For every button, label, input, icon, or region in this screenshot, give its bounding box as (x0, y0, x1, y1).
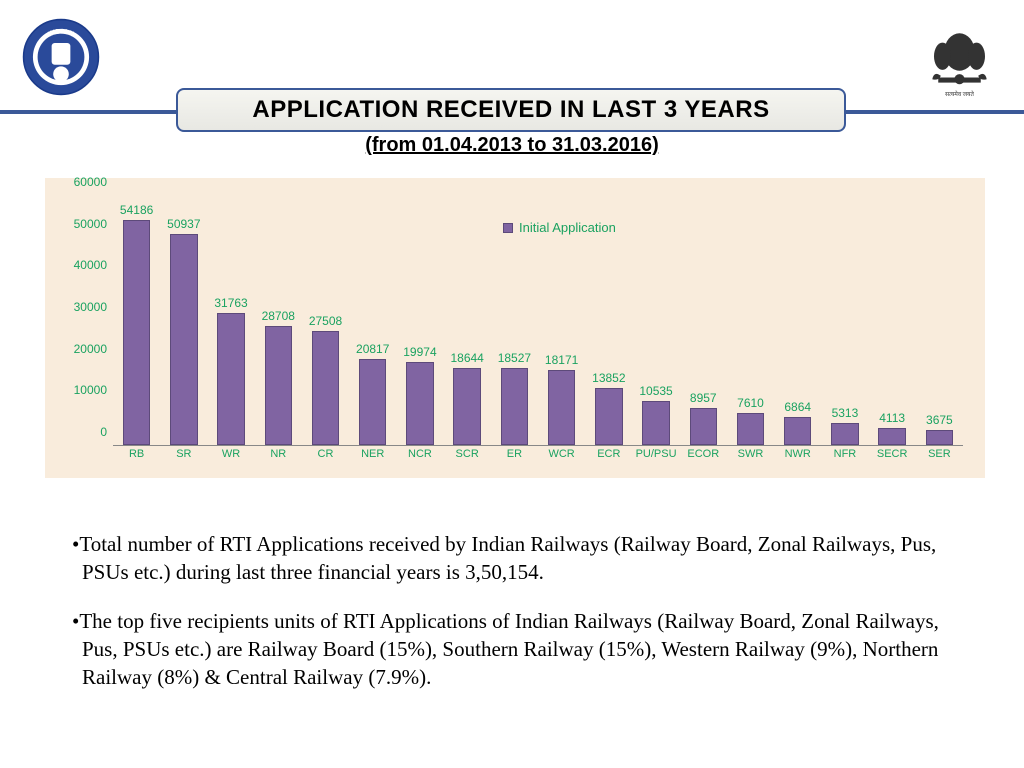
bar-value-label: 28708 (262, 309, 295, 323)
x-tick-label: PU/PSU (636, 448, 677, 460)
x-tick-label: SECR (877, 448, 908, 460)
bar-value-label: 18644 (450, 351, 483, 365)
bar (784, 417, 811, 445)
y-tick: 30000 (74, 300, 107, 314)
bar-value-label: 31763 (214, 296, 247, 310)
bar-value-label: 13852 (592, 371, 625, 385)
y-tick: 10000 (74, 383, 107, 397)
bullet-item: •The top five recipients units of RTI Ap… (72, 607, 962, 692)
bar (312, 331, 339, 445)
x-tick-label: SER (928, 448, 951, 460)
bar-chart: Initial Application 01000020000300004000… (45, 178, 985, 478)
bar (831, 423, 858, 445)
bar (690, 408, 717, 445)
bar-value-label: 10535 (639, 384, 672, 398)
bar (453, 368, 480, 445)
x-tick-label: SCR (456, 448, 479, 460)
bar-value-label: 4113 (879, 411, 905, 425)
x-tick-label: ECR (597, 448, 620, 460)
y-tick: 50000 (74, 217, 107, 231)
bar (737, 413, 764, 445)
bar-value-label: 50937 (167, 217, 200, 231)
bar (926, 430, 953, 445)
y-tick: 20000 (74, 342, 107, 356)
bar (878, 428, 905, 445)
title-box: APPLICATION RECEIVED IN LAST 3 YEARS (176, 88, 846, 132)
bar (359, 359, 386, 445)
bar (642, 401, 669, 445)
x-tick-label: ER (507, 448, 522, 460)
bar (123, 220, 150, 445)
indian-railways-logo: • INDIAN • (22, 18, 100, 96)
bar-value-label: 20817 (356, 342, 389, 356)
x-tick-label: CR (318, 448, 334, 460)
india-emblem-logo: सत्यमेव जयते (917, 18, 1002, 103)
bar (170, 234, 197, 445)
x-axis: RB SR WR NR CR NER NCR SCR ER WCR ECR PU/PSU ECOR SWR… (113, 448, 963, 466)
bar (501, 368, 528, 445)
bar-value-label: 5313 (832, 406, 859, 420)
y-tick: 40000 (74, 258, 107, 272)
plot-area: 54186 50937 31763 28708 27508 20817 19974 18644… (113, 196, 963, 446)
bar (217, 313, 244, 445)
bar-value-label: 3675 (926, 413, 953, 427)
x-tick-label: NFR (834, 448, 857, 460)
bar-value-label: 18171 (545, 353, 578, 367)
page-subtitle: (from 01.04.2013 to 31.03.2016) (0, 134, 1024, 157)
bar-value-label: 7610 (737, 396, 764, 410)
x-tick-label: NWR (785, 448, 811, 460)
x-tick-label: SR (176, 448, 191, 460)
x-tick-label: WR (222, 448, 240, 460)
svg-text:सत्यमेव जयते: सत्यमेव जयते (945, 90, 974, 98)
bar-value-label: 8957 (690, 391, 717, 405)
bullet-list: •Total number of RTI Applications receiv… (72, 530, 962, 712)
bar-value-label: 27508 (309, 314, 342, 328)
bullet-item: •Total number of RTI Applications receiv… (72, 530, 962, 587)
bar-value-label: 54186 (120, 203, 153, 217)
x-tick-label: WCR (548, 448, 574, 460)
x-tick-label: SWR (738, 448, 764, 460)
page-title: APPLICATION RECEIVED IN LAST 3 YEARS (252, 96, 769, 124)
bar-value-label: 19974 (403, 345, 436, 359)
x-tick-label: RB (129, 448, 144, 460)
y-tick: 0 (100, 425, 107, 439)
bar-value-label: 18527 (498, 351, 531, 365)
bar-value-label: 6864 (784, 400, 811, 414)
x-tick-label: NR (270, 448, 286, 460)
x-tick-label: ECOR (687, 448, 719, 460)
bar (595, 388, 622, 445)
x-tick-label: NCR (408, 448, 432, 460)
x-tick-label: NER (361, 448, 384, 460)
bar (548, 370, 575, 445)
bar (265, 326, 292, 445)
bar (406, 362, 433, 445)
y-tick: 60000 (74, 175, 107, 189)
y-axis: 0100002000030000400005000060000 (63, 196, 111, 446)
